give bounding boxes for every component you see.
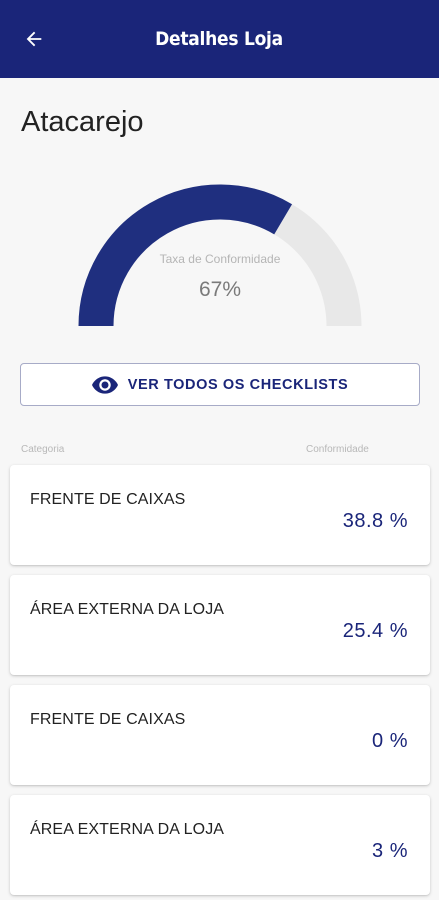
eye-icon — [91, 375, 118, 394]
category-name: ÁREA EXTERNA DA LOJA — [30, 601, 225, 618]
category-conformity: 3 % — [372, 840, 408, 862]
category-conformity: 38.8 % — [342, 510, 408, 532]
category-card[interactable]: FRENTE DE CAIXAS 0 % — [10, 685, 430, 785]
category-conformity: 25.4 % — [342, 620, 408, 642]
gauge-chart — [78, 184, 362, 327]
view-all-checklists-label: VER TODOS OS CHECKLISTS — [127, 376, 349, 393]
store-name: Atacarejo — [21, 106, 144, 138]
category-list: FRENTE DE CAIXAS 38.8 % ÁREA EXTERNA DA … — [10, 465, 430, 900]
column-header-category: Categoria — [21, 444, 65, 455]
gauge-label: Taxa de Conformidade — [159, 252, 281, 266]
conformity-gauge: Taxa de Conformidade 67% — [74, 180, 366, 330]
category-card[interactable]: ÁREA EXTERNA DA LOJA 3 % — [10, 795, 430, 895]
category-conformity: 0 % — [372, 730, 408, 752]
category-card[interactable]: ÁREA EXTERNA DA LOJA 25.4 % — [10, 575, 430, 675]
arrow-left-icon — [26, 31, 42, 47]
app-bar: Detalhes Loja — [0, 0, 439, 78]
gauge-value: 67% — [198, 278, 242, 301]
category-name: FRENTE DE CAIXAS — [30, 491, 186, 508]
category-name: FRENTE DE CAIXAS — [30, 711, 186, 728]
category-name: ÁREA EXTERNA DA LOJA — [30, 821, 225, 838]
gauge-fill — [78, 184, 293, 327]
view-all-checklists-button[interactable]: VER TODOS OS CHECKLISTS — [20, 363, 420, 406]
category-card[interactable]: FRENTE DE CAIXAS 38.8 % — [10, 465, 430, 565]
column-header-conformity: Conformidade — [306, 444, 369, 455]
main-content: Atacarejo Taxa de Conformidade 67% VER T… — [0, 78, 439, 900]
back-button[interactable] — [20, 25, 48, 53]
page-title: Detalhes Loja — [155, 28, 284, 50]
